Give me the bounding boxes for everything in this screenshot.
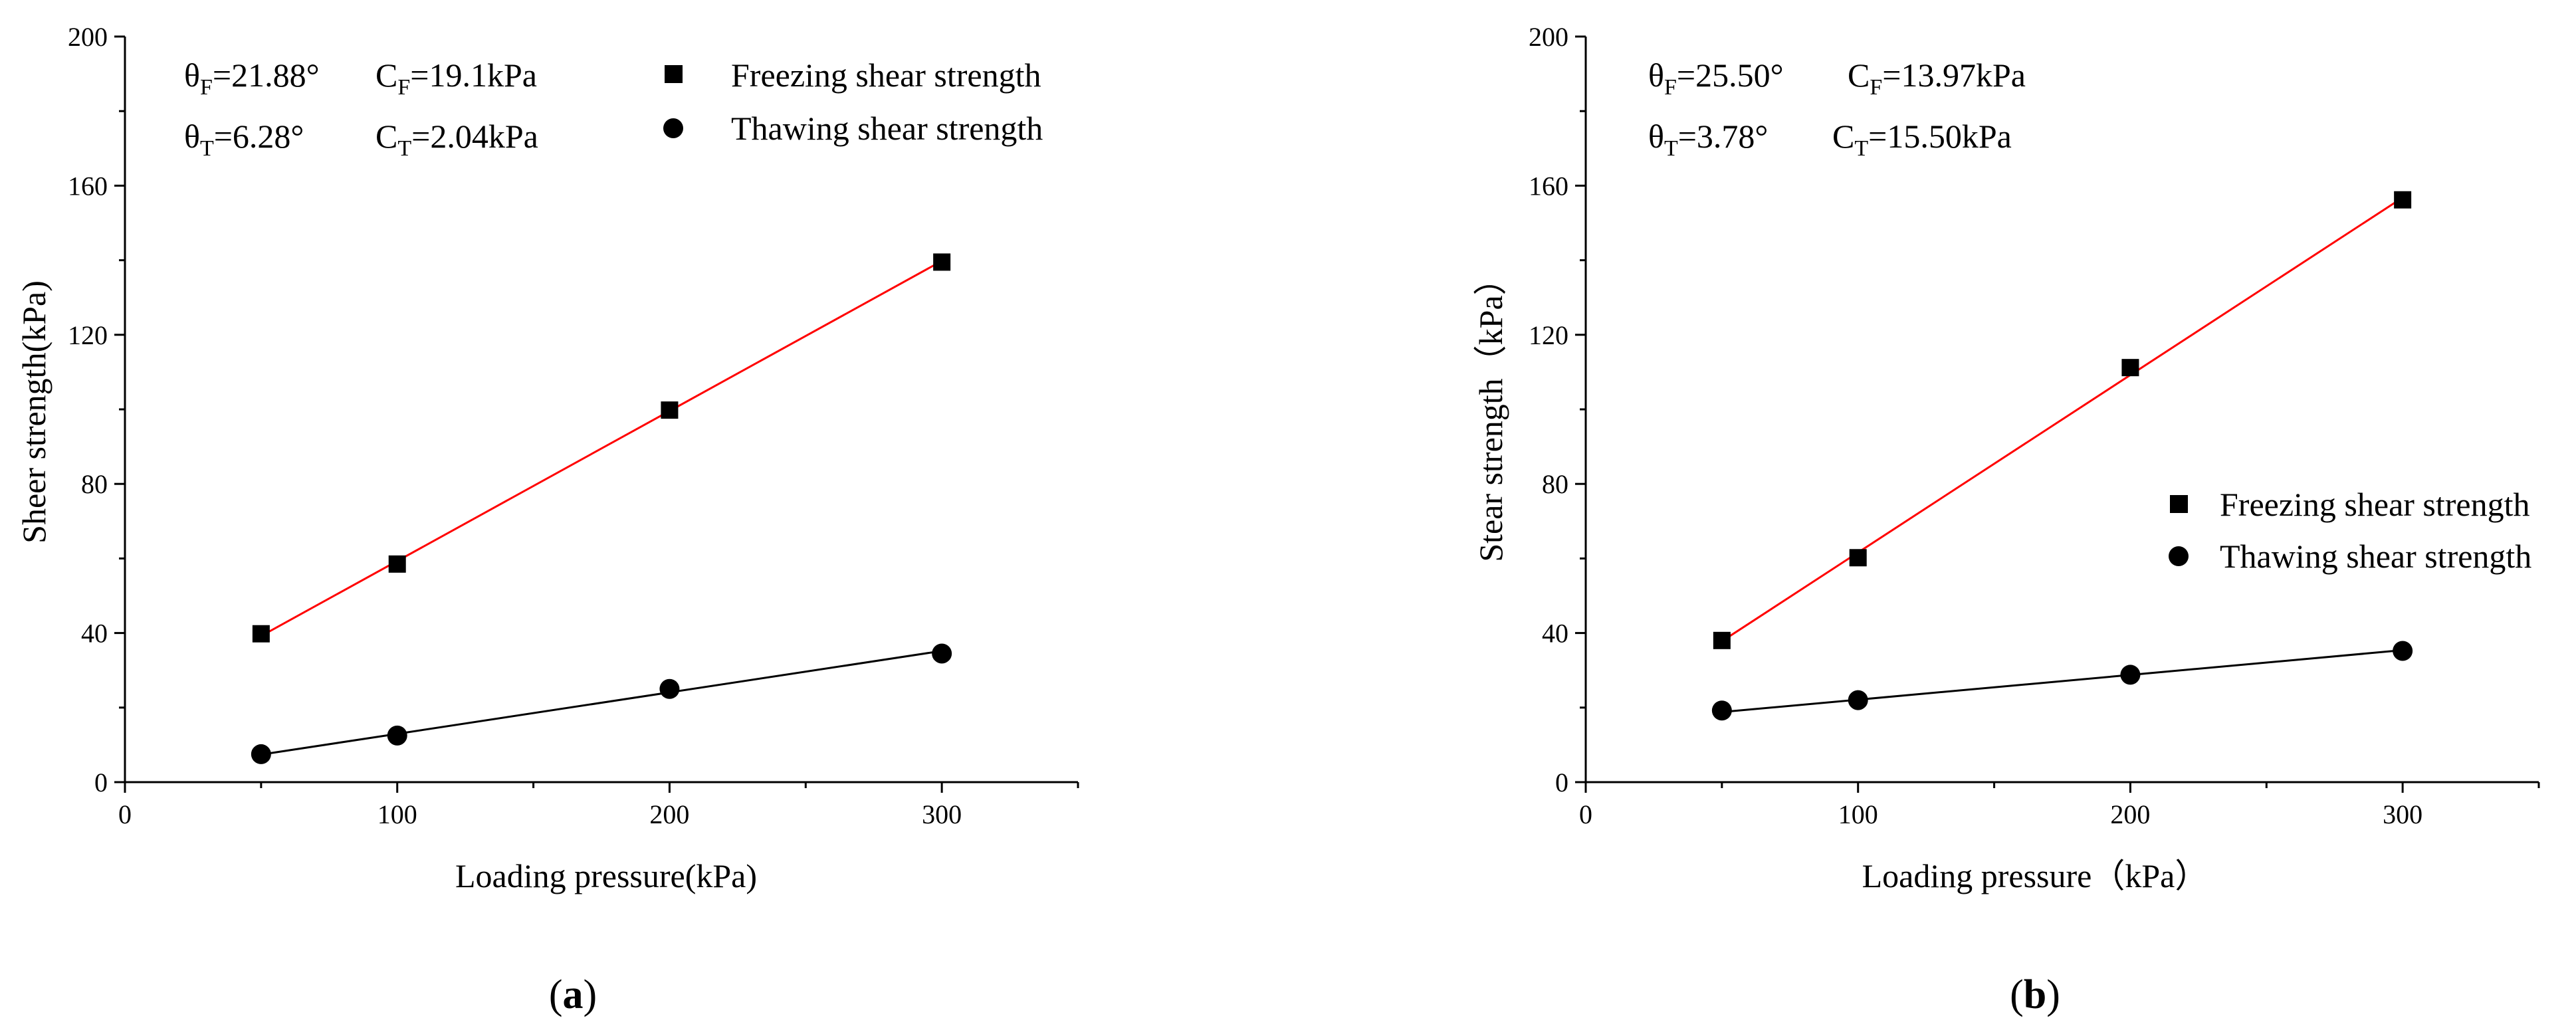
- legend-square-marker: [665, 65, 683, 83]
- svg-text:CF=19.1kPa: CF=19.1kPa: [376, 56, 537, 100]
- cohesion-value: =15.50kPa: [1868, 118, 2012, 155]
- parameter-annotation: θF=21.88° CF=19.1kPa θT=6.28° CT=2.04kPa: [184, 56, 538, 161]
- panel-label: (b): [2010, 972, 2060, 1017]
- y-tick-label: 0: [1555, 768, 1568, 797]
- cohesion-value: =19.1kPa: [410, 56, 537, 94]
- cohesion-symbol: C: [1848, 56, 1870, 94]
- thawing-data-point: [387, 725, 407, 746]
- theta-symbol: θ: [184, 118, 200, 155]
- x-tick-label: 200: [2110, 799, 2150, 829]
- legend-square-marker: [2170, 495, 2188, 513]
- x-tick-label: 100: [377, 799, 417, 829]
- x-tick-label: 0: [1579, 799, 1592, 829]
- x-tick-label: 300: [922, 799, 962, 829]
- thawing-data-point: [251, 744, 271, 764]
- x-tick-label: 200: [649, 799, 689, 829]
- panel-a-chart: 0 100 200 300 0 40 80 120 160 200 Loading pressur…: [15, 22, 1079, 1017]
- cohesion-symbol: C: [1832, 118, 1854, 155]
- cohesion-subscript: F: [1870, 75, 1882, 100]
- legend-label: Thawing shear strength: [731, 110, 1043, 147]
- panel-label: (a): [549, 972, 597, 1017]
- freezing-fit-line: [261, 260, 942, 637]
- x-tick-label: 300: [2383, 799, 2422, 829]
- freezing-fit-line: [1721, 197, 2403, 643]
- x-axis-title: Loading pressure（kPa）: [1862, 857, 2208, 894]
- y-axis-title: Stear strength（kPa）: [1472, 262, 1509, 562]
- y-tick-label: 40: [1542, 619, 1568, 649]
- freezing-data-point: [252, 625, 270, 643]
- freezing-data-point: [2121, 359, 2139, 377]
- x-axis-title: Loading pressure(kPa): [455, 857, 757, 894]
- cohesion-symbol: C: [376, 118, 397, 155]
- thawing-data-point: [2393, 641, 2413, 661]
- y-tick-label: 80: [81, 469, 108, 499]
- y-tick-label: 120: [1529, 320, 1568, 350]
- thawing-data-point: [1848, 690, 1868, 710]
- legend: Freezing shear strength Thawing shear st…: [2169, 486, 2531, 575]
- y-tick-label: 0: [94, 768, 108, 797]
- svg-text:θF=21.88°: θF=21.88°: [184, 56, 320, 100]
- theta-subscript: T: [1664, 136, 1678, 161]
- theta-subscript: T: [200, 136, 214, 161]
- cohesion-value: =13.97kPa: [1882, 56, 2026, 94]
- y-tick-label: 200: [68, 22, 108, 52]
- svg-text:θT=3.78°: θT=3.78°: [1648, 118, 1768, 161]
- y-tick-label: 120: [68, 320, 108, 350]
- theta-subscript: F: [200, 75, 213, 100]
- freezing-data-point: [2394, 191, 2412, 209]
- svg-text:CT=15.50kPa: CT=15.50kPa: [1832, 118, 2012, 161]
- y-axis-title: Sheer strength(kPa): [15, 280, 53, 544]
- panel-b-chart: 0 100 200 300 0 40 80 120 160 200 Loading pressur…: [1472, 22, 2540, 1017]
- thawing-data-point: [2120, 665, 2141, 685]
- theta-value: =6.28°: [214, 118, 304, 155]
- legend-circle-marker: [2169, 546, 2189, 566]
- cohesion-value: =2.04kPa: [411, 118, 538, 155]
- svg-text:θF=25.50°: θF=25.50°: [1648, 56, 1784, 100]
- y-tick-label: 80: [1542, 469, 1568, 499]
- theta-symbol: θ: [184, 56, 200, 94]
- legend-label: Freezing shear strength: [731, 56, 1041, 94]
- svg-text:CF=13.97kPa: CF=13.97kPa: [1848, 56, 2026, 100]
- legend-label: Freezing shear strength: [2220, 486, 2530, 523]
- freezing-data-point: [1713, 631, 1731, 649]
- parameter-annotation: θF=25.50° CF=13.97kPa θT=3.78° CT=15.50k…: [1648, 56, 2026, 161]
- theta-subscript: F: [1664, 75, 1677, 100]
- theta-symbol: θ: [1648, 56, 1664, 94]
- y-tick-label: 160: [68, 171, 108, 201]
- cohesion-subscript: F: [397, 75, 410, 100]
- cohesion-symbol: C: [376, 56, 397, 94]
- thawing-data-point: [1711, 700, 1732, 721]
- thawing-data-point: [932, 643, 952, 664]
- thawing-data-point: [659, 678, 680, 699]
- theta-value: =21.88°: [213, 56, 320, 94]
- freezing-data-point: [388, 555, 406, 573]
- theta-symbol: θ: [1648, 118, 1664, 155]
- legend: Freezing shear strength Thawing shear st…: [663, 56, 1043, 147]
- thawing-fit-line: [1721, 649, 2403, 714]
- thawing-fit-line: [261, 650, 942, 756]
- legend-label: Thawing shear strength: [2220, 538, 2531, 575]
- freezing-data-point: [661, 401, 679, 419]
- theta-value: =25.50°: [1677, 56, 1784, 94]
- freezing-data-point: [933, 253, 951, 271]
- cohesion-subscript: T: [1854, 136, 1868, 161]
- cohesion-subscript: T: [397, 136, 411, 161]
- y-tick-label: 160: [1529, 171, 1568, 201]
- svg-text:CT=2.04kPa: CT=2.04kPa: [376, 118, 538, 161]
- svg-text:θT=6.28°: θT=6.28°: [184, 118, 304, 161]
- legend-circle-marker: [663, 118, 683, 138]
- theta-value: =3.78°: [1678, 118, 1769, 155]
- y-tick-label: 200: [1529, 22, 1568, 52]
- freezing-data-point: [1849, 549, 1867, 567]
- x-tick-label: 100: [1838, 799, 1878, 829]
- y-tick-label: 40: [81, 619, 108, 649]
- x-tick-label: 0: [118, 799, 132, 829]
